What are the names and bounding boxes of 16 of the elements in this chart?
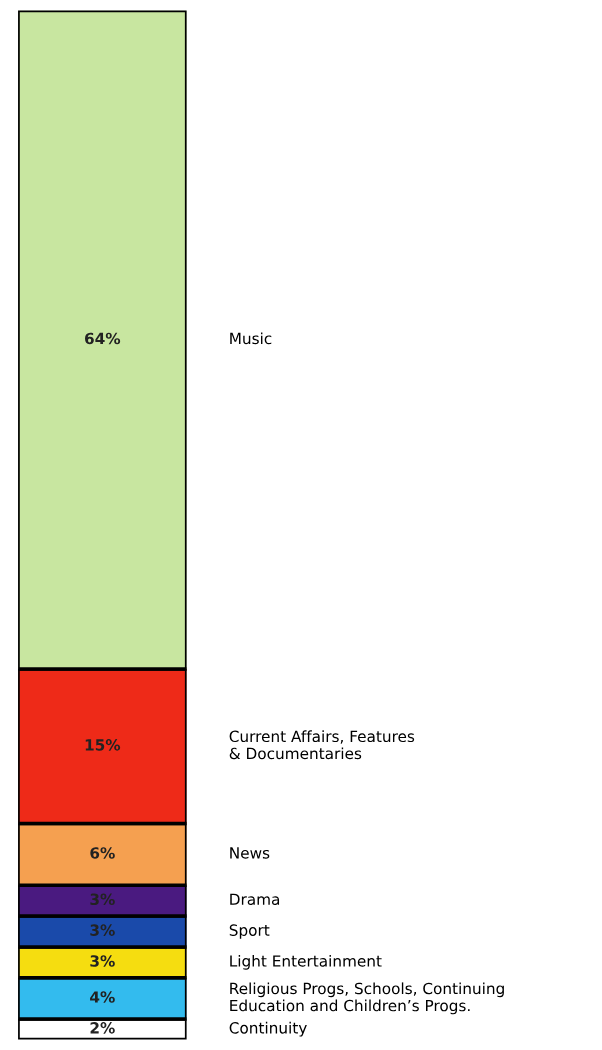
- data-label: 3%: [90, 924, 115, 936]
- data-label: 15%: [85, 739, 121, 751]
- text: Current Affairs, Features & Documentaries: [229, 730, 415, 760]
- data-label: 2%: [90, 1022, 115, 1034]
- data-label: 4%: [90, 991, 115, 1003]
- data-label: 6%: [90, 847, 115, 859]
- text: Religious Progs, Schools, Continuing Education and Children’s Progs.: [230, 982, 504, 1015]
- text: Light Entertainment: [230, 954, 382, 970]
- text: Drama: [230, 893, 280, 906]
- data-label: 3%: [90, 955, 115, 967]
- text: News: [230, 847, 270, 859]
- text: Continuity: [229, 1021, 307, 1037]
- data-label: 64%: [85, 332, 121, 345]
- text: Music: [230, 332, 272, 345]
- data-label: 3%: [90, 893, 115, 906]
- text: Sport: [229, 924, 270, 939]
